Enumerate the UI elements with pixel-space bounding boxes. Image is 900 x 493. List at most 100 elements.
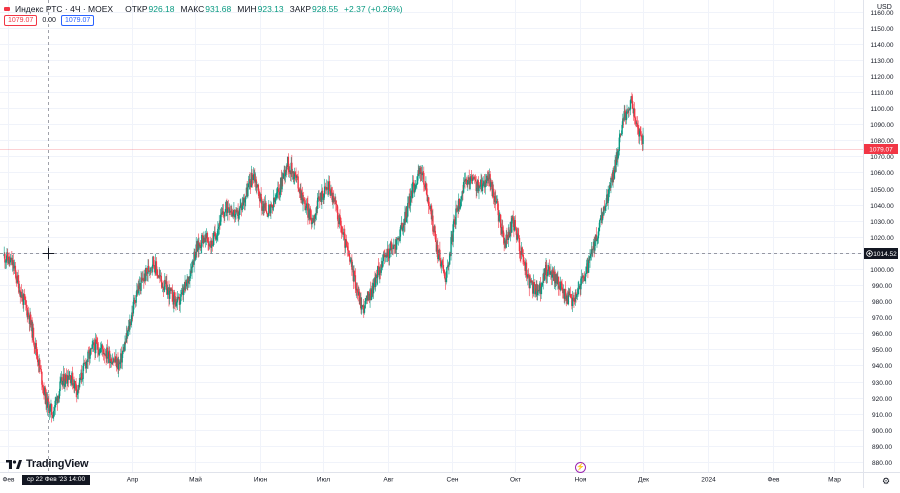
- candle-body: [90, 348, 93, 349]
- candle-body: [530, 280, 533, 283]
- candle-body: [323, 186, 326, 194]
- candle-body: [74, 381, 77, 384]
- candle-body: [434, 236, 437, 242]
- candle-body: [80, 372, 83, 380]
- candle-body: [532, 282, 535, 294]
- buy-button[interactable]: 1079.07: [60, 15, 95, 26]
- candle-body: [4, 253, 6, 263]
- candle-body: [270, 204, 272, 214]
- candle-body: [12, 260, 14, 269]
- candle-body: [391, 242, 393, 249]
- low-value: 923.13: [257, 4, 284, 14]
- symbol-title[interactable]: Индекс РТС · 4Ч · MOEX: [15, 4, 114, 14]
- candle-body: [212, 232, 215, 246]
- candle-body: [434, 226, 436, 237]
- time-tick-label: Мар: [828, 477, 841, 484]
- candle-body: [637, 126, 639, 129]
- candle-body: [296, 175, 298, 178]
- candle-body: [527, 274, 530, 275]
- candle-body: [470, 176, 472, 178]
- candle-body: [590, 249, 593, 255]
- candle-body: [439, 249, 441, 260]
- candle-body: [36, 352, 38, 356]
- candle-body: [23, 294, 26, 300]
- candle-body: [541, 282, 544, 286]
- price-tick-label: 930.00: [872, 380, 892, 387]
- crosshair-date-label: ср 22 Фев '23 14:00: [22, 475, 91, 485]
- candle-body: [583, 275, 585, 279]
- candle-body: [353, 270, 355, 282]
- price-axis[interactable]: 1160.00 1150.00 1140.00 1130.00 1120.00 1110.…: [870, 10, 894, 467]
- candle-body: [515, 226, 517, 231]
- candle-body: [353, 270, 356, 276]
- candle-body: [560, 281, 563, 284]
- candle-body: [589, 255, 591, 261]
- candle-body: [465, 179, 468, 183]
- candle-body: [189, 276, 191, 282]
- candle-body: [64, 383, 66, 387]
- candle-body: [268, 204, 271, 206]
- candle-body: [87, 351, 90, 353]
- candle-body: [328, 181, 331, 192]
- candle-body: [102, 349, 105, 355]
- candle-body: [345, 239, 348, 246]
- candle-body: [376, 277, 378, 279]
- candle-body: [296, 175, 299, 177]
- candle-body: [428, 197, 430, 207]
- sell-button[interactable]: 1079.07: [4, 15, 38, 26]
- candle-body: [55, 399, 57, 401]
- candle-body: [506, 234, 508, 239]
- candle-body: [360, 297, 362, 310]
- candle-body: [416, 183, 418, 185]
- grid-lines: [0, 0, 863, 472]
- candle-body: [6, 252, 9, 261]
- time-axis[interactable]: Фев Апр Май Июн Июл Авг Сен Окт Ноя Дек 2024 Фев Мар: [2, 476, 841, 484]
- candle-body: [585, 273, 587, 277]
- candle-body: [522, 255, 524, 258]
- candle-body: [14, 265, 17, 272]
- candle-body: [252, 174, 255, 180]
- candle-body: [9, 256, 11, 263]
- candle-body: [96, 343, 98, 344]
- candle-body: [231, 210, 233, 214]
- candle-body: [49, 405, 51, 412]
- candle-body: [247, 183, 250, 188]
- gear-icon[interactable]: ⚙: [881, 476, 891, 486]
- candle-body: [212, 245, 214, 246]
- price-tick-label: 1090.00: [870, 122, 894, 129]
- candle-body: [89, 349, 91, 359]
- candle-body: [508, 231, 510, 238]
- candle-body: [512, 216, 514, 221]
- candlestick-series: [3, 92, 644, 423]
- candle-body: [256, 186, 258, 188]
- candle-body: [4, 261, 7, 263]
- candle-body: [121, 354, 123, 363]
- candle-body: [518, 234, 520, 239]
- candle-body: [577, 289, 579, 295]
- candle-body: [444, 272, 446, 279]
- candle-body: [462, 182, 465, 193]
- candle-body: [41, 371, 43, 385]
- candle-body: [93, 342, 95, 347]
- candle-body: [33, 342, 35, 347]
- price-tick-label: 1150.00: [870, 26, 893, 33]
- tradingview-logo[interactable]: TradingView: [6, 458, 89, 470]
- candle-body: [217, 226, 220, 229]
- candle-body: [333, 196, 335, 199]
- price-tick-label: 1060.00: [870, 170, 894, 177]
- lightning-icon[interactable]: ⚡: [575, 462, 586, 473]
- candle-body: [346, 245, 348, 247]
- candle-body: [402, 227, 404, 231]
- candle-body: [279, 192, 281, 195]
- currency-label[interactable]: USD: [877, 4, 892, 11]
- candle-body: [455, 208, 457, 225]
- candle-body: [107, 356, 109, 359]
- candle-body: [498, 215, 500, 222]
- candle-body: [370, 289, 372, 300]
- candle-body: [82, 365, 84, 380]
- candle-body: [536, 289, 539, 296]
- add-alert-icon[interactable]: [866, 250, 873, 257]
- candle-body: [499, 214, 502, 228]
